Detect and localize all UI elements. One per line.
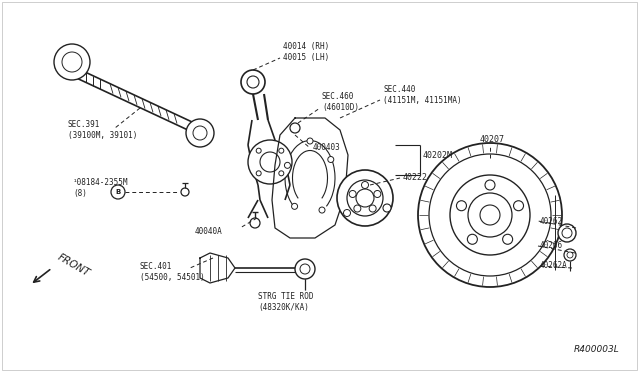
Circle shape [186, 119, 214, 147]
Circle shape [300, 264, 310, 274]
Text: 400403: 400403 [313, 144, 340, 153]
Text: FRONT: FRONT [56, 252, 92, 278]
Circle shape [250, 218, 260, 228]
Circle shape [62, 52, 82, 72]
Circle shape [362, 182, 369, 189]
Circle shape [284, 162, 291, 169]
Text: 40262A: 40262A [540, 262, 568, 270]
Circle shape [347, 180, 383, 216]
Circle shape [256, 148, 261, 153]
Circle shape [279, 171, 284, 176]
Circle shape [181, 188, 189, 196]
Text: SEC.460
(46010D): SEC.460 (46010D) [322, 92, 359, 112]
Circle shape [383, 204, 391, 212]
Circle shape [467, 234, 477, 244]
Text: SEC.440
(41151M, 41151MA): SEC.440 (41151M, 41151MA) [383, 85, 461, 105]
Circle shape [279, 148, 284, 153]
Circle shape [290, 123, 300, 133]
Circle shape [450, 175, 530, 255]
Circle shape [241, 70, 265, 94]
Circle shape [356, 189, 374, 207]
Circle shape [513, 201, 524, 211]
Text: 40222: 40222 [403, 173, 428, 182]
Circle shape [567, 252, 573, 258]
Text: 40262: 40262 [540, 217, 563, 225]
Circle shape [111, 185, 125, 199]
Circle shape [468, 193, 512, 237]
Circle shape [307, 138, 313, 144]
Circle shape [354, 205, 361, 212]
Circle shape [295, 259, 315, 279]
Text: 40202M: 40202M [423, 151, 453, 160]
Text: 40014 (RH)
40015 (LH): 40014 (RH) 40015 (LH) [283, 42, 329, 62]
Circle shape [248, 140, 292, 184]
Circle shape [260, 152, 280, 172]
Circle shape [502, 234, 513, 244]
Circle shape [558, 224, 576, 242]
Circle shape [193, 126, 207, 140]
Circle shape [54, 44, 90, 80]
Circle shape [429, 154, 551, 276]
Circle shape [328, 157, 334, 163]
Circle shape [349, 190, 356, 198]
Circle shape [562, 228, 572, 238]
Circle shape [374, 190, 381, 198]
Text: STRG TIE ROD
(48320K/KA): STRG TIE ROD (48320K/KA) [258, 292, 314, 312]
Circle shape [485, 180, 495, 190]
Text: 40207: 40207 [480, 135, 505, 144]
Circle shape [344, 209, 351, 217]
Text: B: B [115, 189, 120, 195]
Text: SEC.401
(54500, 54501): SEC.401 (54500, 54501) [140, 262, 205, 282]
Circle shape [564, 249, 576, 261]
Text: ¹08184-2355M
(8): ¹08184-2355M (8) [73, 178, 129, 198]
Circle shape [418, 143, 562, 287]
Text: 40040A: 40040A [195, 228, 223, 237]
Circle shape [337, 170, 393, 226]
Text: 40266: 40266 [540, 241, 563, 250]
Circle shape [292, 203, 298, 209]
Circle shape [480, 205, 500, 225]
Circle shape [369, 205, 376, 212]
Circle shape [319, 207, 325, 213]
Circle shape [456, 201, 467, 211]
Text: SEC.391
(39100M, 39101): SEC.391 (39100M, 39101) [68, 120, 138, 140]
Circle shape [256, 171, 261, 176]
Text: R400003L: R400003L [574, 345, 620, 354]
Circle shape [247, 76, 259, 88]
